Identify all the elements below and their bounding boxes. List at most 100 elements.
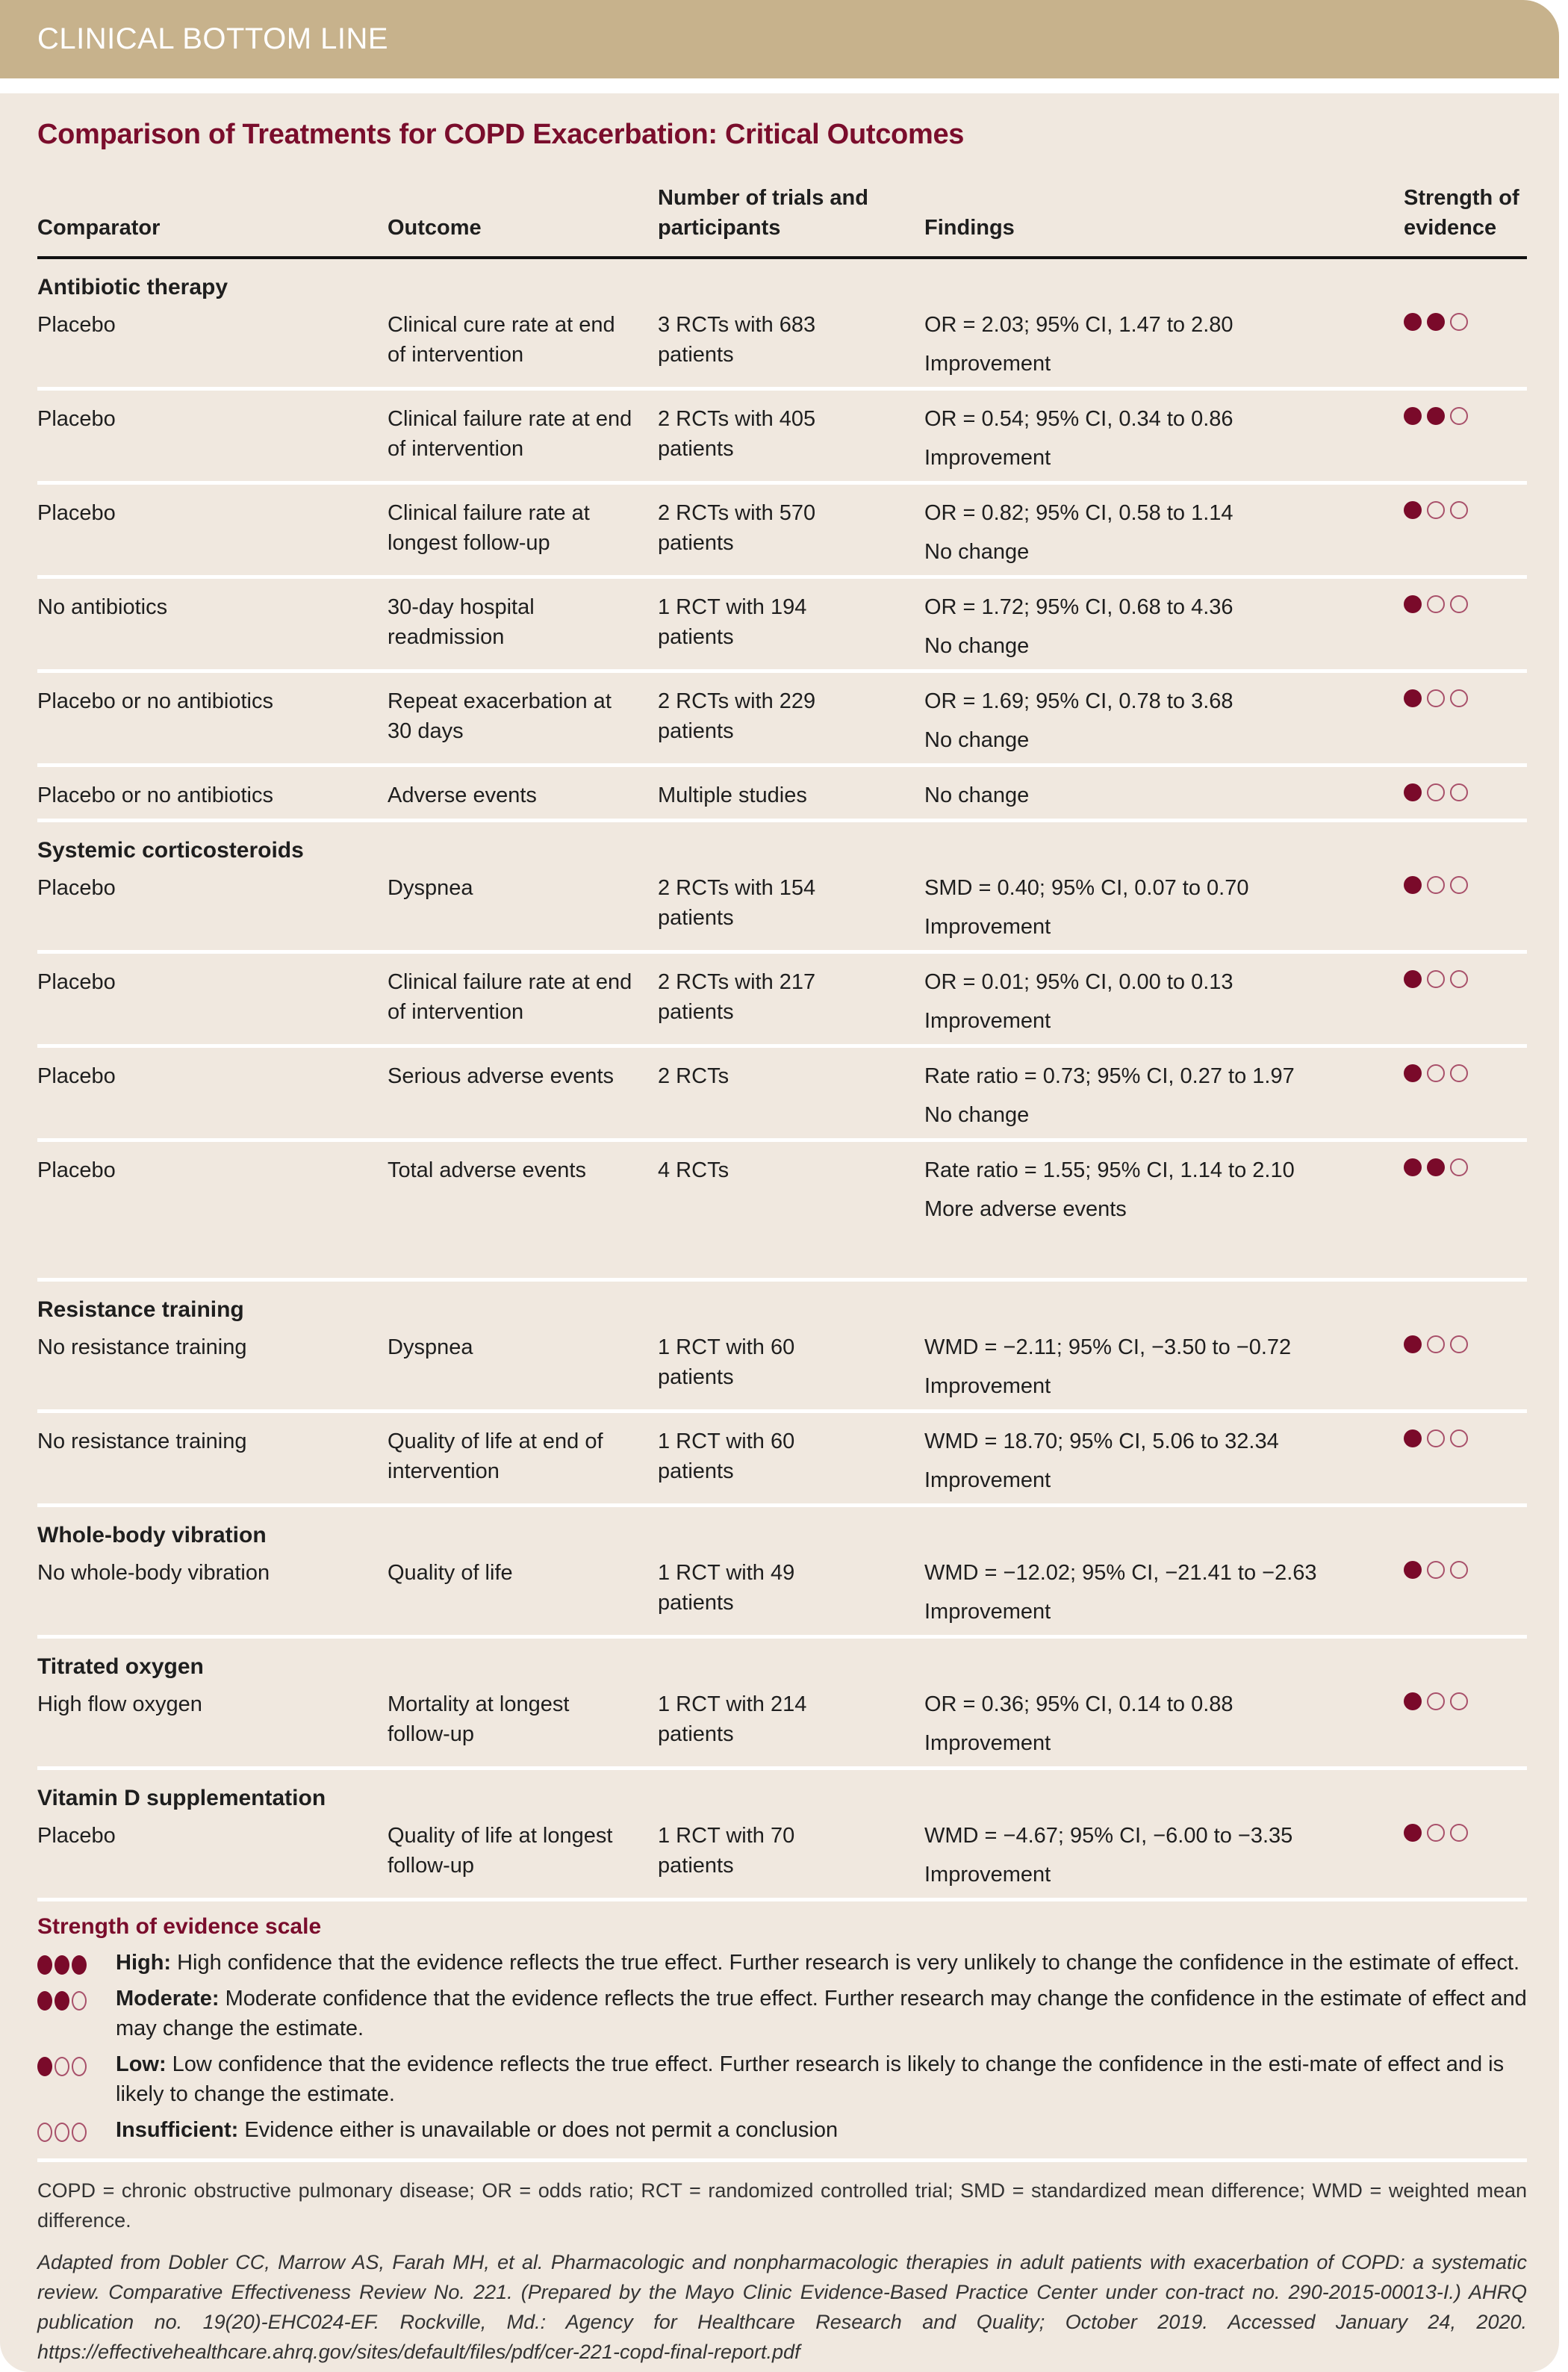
scale-level-text: Insufficient: Evidence either is unavaila… <box>116 2115 838 2145</box>
outcome-cell: Repeat exacerbation at 30 days <box>388 689 612 743</box>
empty-circle-icon <box>1450 1561 1468 1579</box>
findings-cell: OR = 2.03; 95% CI, 1.47 to 2.80 Improveme… <box>924 310 1404 379</box>
table-row: Placebo Dyspnea 2 RCTs with 154 patients SM… <box>37 866 1527 954</box>
scale-level: Insufficient: Evidence either is unavaila… <box>37 2115 1527 2145</box>
outcome-cell: Clinical cure rate at end of interventio… <box>388 313 615 367</box>
outcome-cell: Mortality at longest follow-up <box>388 1692 570 1746</box>
filled-circle-icon <box>37 1955 52 1975</box>
filled-circle-icon <box>1404 313 1422 331</box>
group-heading: Vitamin D supplementation <box>37 1786 326 1810</box>
filled-circle-icon <box>55 1991 69 2011</box>
trials-cell: 2 RCTs <box>658 1064 729 1088</box>
finding-estimate: OR = 1.69; 95% CI, 0.78 to 3.68 <box>924 689 1233 713</box>
outcome-cell: Quality of life <box>388 1561 513 1585</box>
comparator-cell: Placebo or no antibiotics <box>37 689 273 713</box>
finding-effect: Improvement <box>924 1731 1051 1755</box>
finding-effect: No change <box>924 634 1030 658</box>
trials-cell: 1 RCT with 194 patients <box>658 595 807 649</box>
table-row: Placebo Quality of life at longest follow… <box>37 1813 1527 1901</box>
trials-cell: 1 RCT with 214 patients <box>658 1692 807 1746</box>
trials-cell: 4 RCTs <box>658 1158 729 1182</box>
empty-circle-icon <box>1427 970 1445 988</box>
empty-circle-icon <box>1427 1064 1445 1082</box>
content-panel: Comparison of Treatments for COPD Exacer… <box>0 93 1559 2372</box>
filled-circle-icon <box>1404 1824 1422 1842</box>
column-header-strength: Strength of evidence <box>1404 186 1519 240</box>
trials-cell: Multiple studies <box>658 783 807 807</box>
findings-cell: OR = 1.69; 95% CI, 0.78 to 3.68 No change <box>924 686 1404 755</box>
findings-cell: SMD = 0.40; 95% CI, 0.07 to 0.70 Improvem… <box>924 873 1404 942</box>
comparator-cell: No resistance training <box>37 1429 247 1453</box>
divider <box>37 2158 1527 2162</box>
empty-circle-icon <box>72 2123 87 2142</box>
finding-effect: No change <box>924 728 1030 752</box>
comparator-cell: Placebo <box>37 970 116 994</box>
scale-level-label: Insufficient: <box>116 2118 239 2142</box>
empty-circle-icon <box>1427 501 1445 519</box>
strength-of-evidence-rating <box>1404 1332 1527 1401</box>
scale-level: Moderate: Moderate confidence that the ev… <box>37 1984 1527 2043</box>
comparator-cell: No resistance training <box>37 1335 247 1359</box>
finding-effect: Improvement <box>924 1468 1051 1492</box>
finding-estimate: WMD = −4.67; 95% CI, −6.00 to −3.35 <box>924 1824 1293 1848</box>
empty-circle-icon <box>1427 595 1445 613</box>
outcome-cell: Quality of life at end of intervention <box>388 1429 603 1483</box>
findings-cell: Rate ratio = 1.55; 95% CI, 1.14 to 2.10 M… <box>924 1155 1404 1224</box>
strength-of-evidence-rating <box>1404 592 1527 661</box>
finding-effect: Improvement <box>924 352 1051 376</box>
strength-of-evidence-rating <box>1404 1689 1527 1758</box>
table-row: Placebo or no antibiotics Adverse events M… <box>37 767 1527 822</box>
finding-estimate: OR = 2.03; 95% CI, 1.47 to 2.80 <box>924 313 1233 337</box>
scale-level-label: Moderate: <box>116 1987 220 2011</box>
strength-of-evidence-rating <box>1404 967 1527 1036</box>
header-rule <box>37 256 1527 259</box>
finding-estimate: OR = 0.54; 95% CI, 0.34 to 0.86 <box>924 407 1233 431</box>
group-heading: Resistance training <box>37 1297 244 1322</box>
scale-level-description: High confidence that the evidence reflec… <box>177 1951 1520 1975</box>
findings-cell: OR = 0.36; 95% CI, 0.14 to 0.88 Improveme… <box>924 1689 1404 1758</box>
filled-circle-icon <box>37 2057 52 2076</box>
comparator-cell: Placebo <box>37 501 116 525</box>
group-heading: Antibiotic therapy <box>37 275 228 299</box>
strength-of-evidence-rating <box>1404 404 1527 473</box>
table-body: Antibiotic therapy Placebo Clinical cure r… <box>37 259 1527 1901</box>
outcome-cell: Dyspnea <box>388 1335 473 1359</box>
empty-circle-icon <box>1450 501 1468 519</box>
finding-estimate: OR = 0.82; 95% CI, 0.58 to 1.14 <box>924 501 1233 525</box>
comparator-cell: Placebo <box>37 1158 116 1182</box>
outcome-cell: Adverse events <box>388 783 537 807</box>
finding-effect: Improvement <box>924 1600 1051 1624</box>
strength-of-evidence-rating <box>1404 1155 1527 1224</box>
empty-circle-icon <box>1450 313 1468 331</box>
strength-of-evidence-rating <box>1404 686 1527 755</box>
table-row: No whole-body vibration Quality of life 1 … <box>37 1550 1527 1639</box>
table-row: Placebo or no antibiotics Repeat exacerba… <box>37 673 1527 767</box>
strength-of-evidence-rating <box>1404 1426 1527 1495</box>
comparator-cell: No whole-body vibration <box>37 1561 270 1585</box>
comparator-cell: High flow oxygen <box>37 1692 202 1716</box>
empty-circle-icon <box>1450 1158 1468 1176</box>
finding-estimate: Rate ratio = 0.73; 95% CI, 0.27 to 1.97 <box>924 1064 1295 1088</box>
empty-circle-icon <box>1427 689 1445 707</box>
empty-circle-icon <box>72 2057 87 2076</box>
comparator-cell: No antibiotics <box>37 595 168 619</box>
finding-effect: Improvement <box>924 446 1051 470</box>
filled-circle-icon <box>1404 1561 1422 1579</box>
strength-of-evidence-rating <box>1404 873 1527 942</box>
trials-cell: 2 RCTs with 570 patients <box>658 501 816 555</box>
trials-cell: 1 RCT with 60 patients <box>658 1335 795 1389</box>
trials-cell: 1 RCT with 70 patients <box>658 1824 795 1878</box>
empty-circle-icon <box>1427 1824 1445 1842</box>
empty-circle-icon <box>1427 783 1445 801</box>
finding-estimate: WMD = −2.11; 95% CI, −3.50 to −0.72 <box>924 1335 1292 1359</box>
finding-effect: Improvement <box>924 1863 1051 1887</box>
table-row: Placebo Clinical failure rate at longest … <box>37 485 1527 579</box>
table-row: Placebo Total adverse events 4 RCTs Rate ra… <box>37 1142 1527 1282</box>
scale-title: Strength of evidence scale <box>37 1914 322 1939</box>
findings-cell: WMD = 18.70; 95% CI, 5.06 to 32.34 Improv… <box>924 1426 1404 1495</box>
empty-circle-icon <box>1450 407 1468 425</box>
strength-of-evidence-rating <box>1404 1821 1527 1890</box>
filled-circle-icon <box>1404 1158 1422 1176</box>
strength-of-evidence-rating <box>1404 310 1527 379</box>
strength-of-evidence-rating <box>1404 1558 1527 1627</box>
